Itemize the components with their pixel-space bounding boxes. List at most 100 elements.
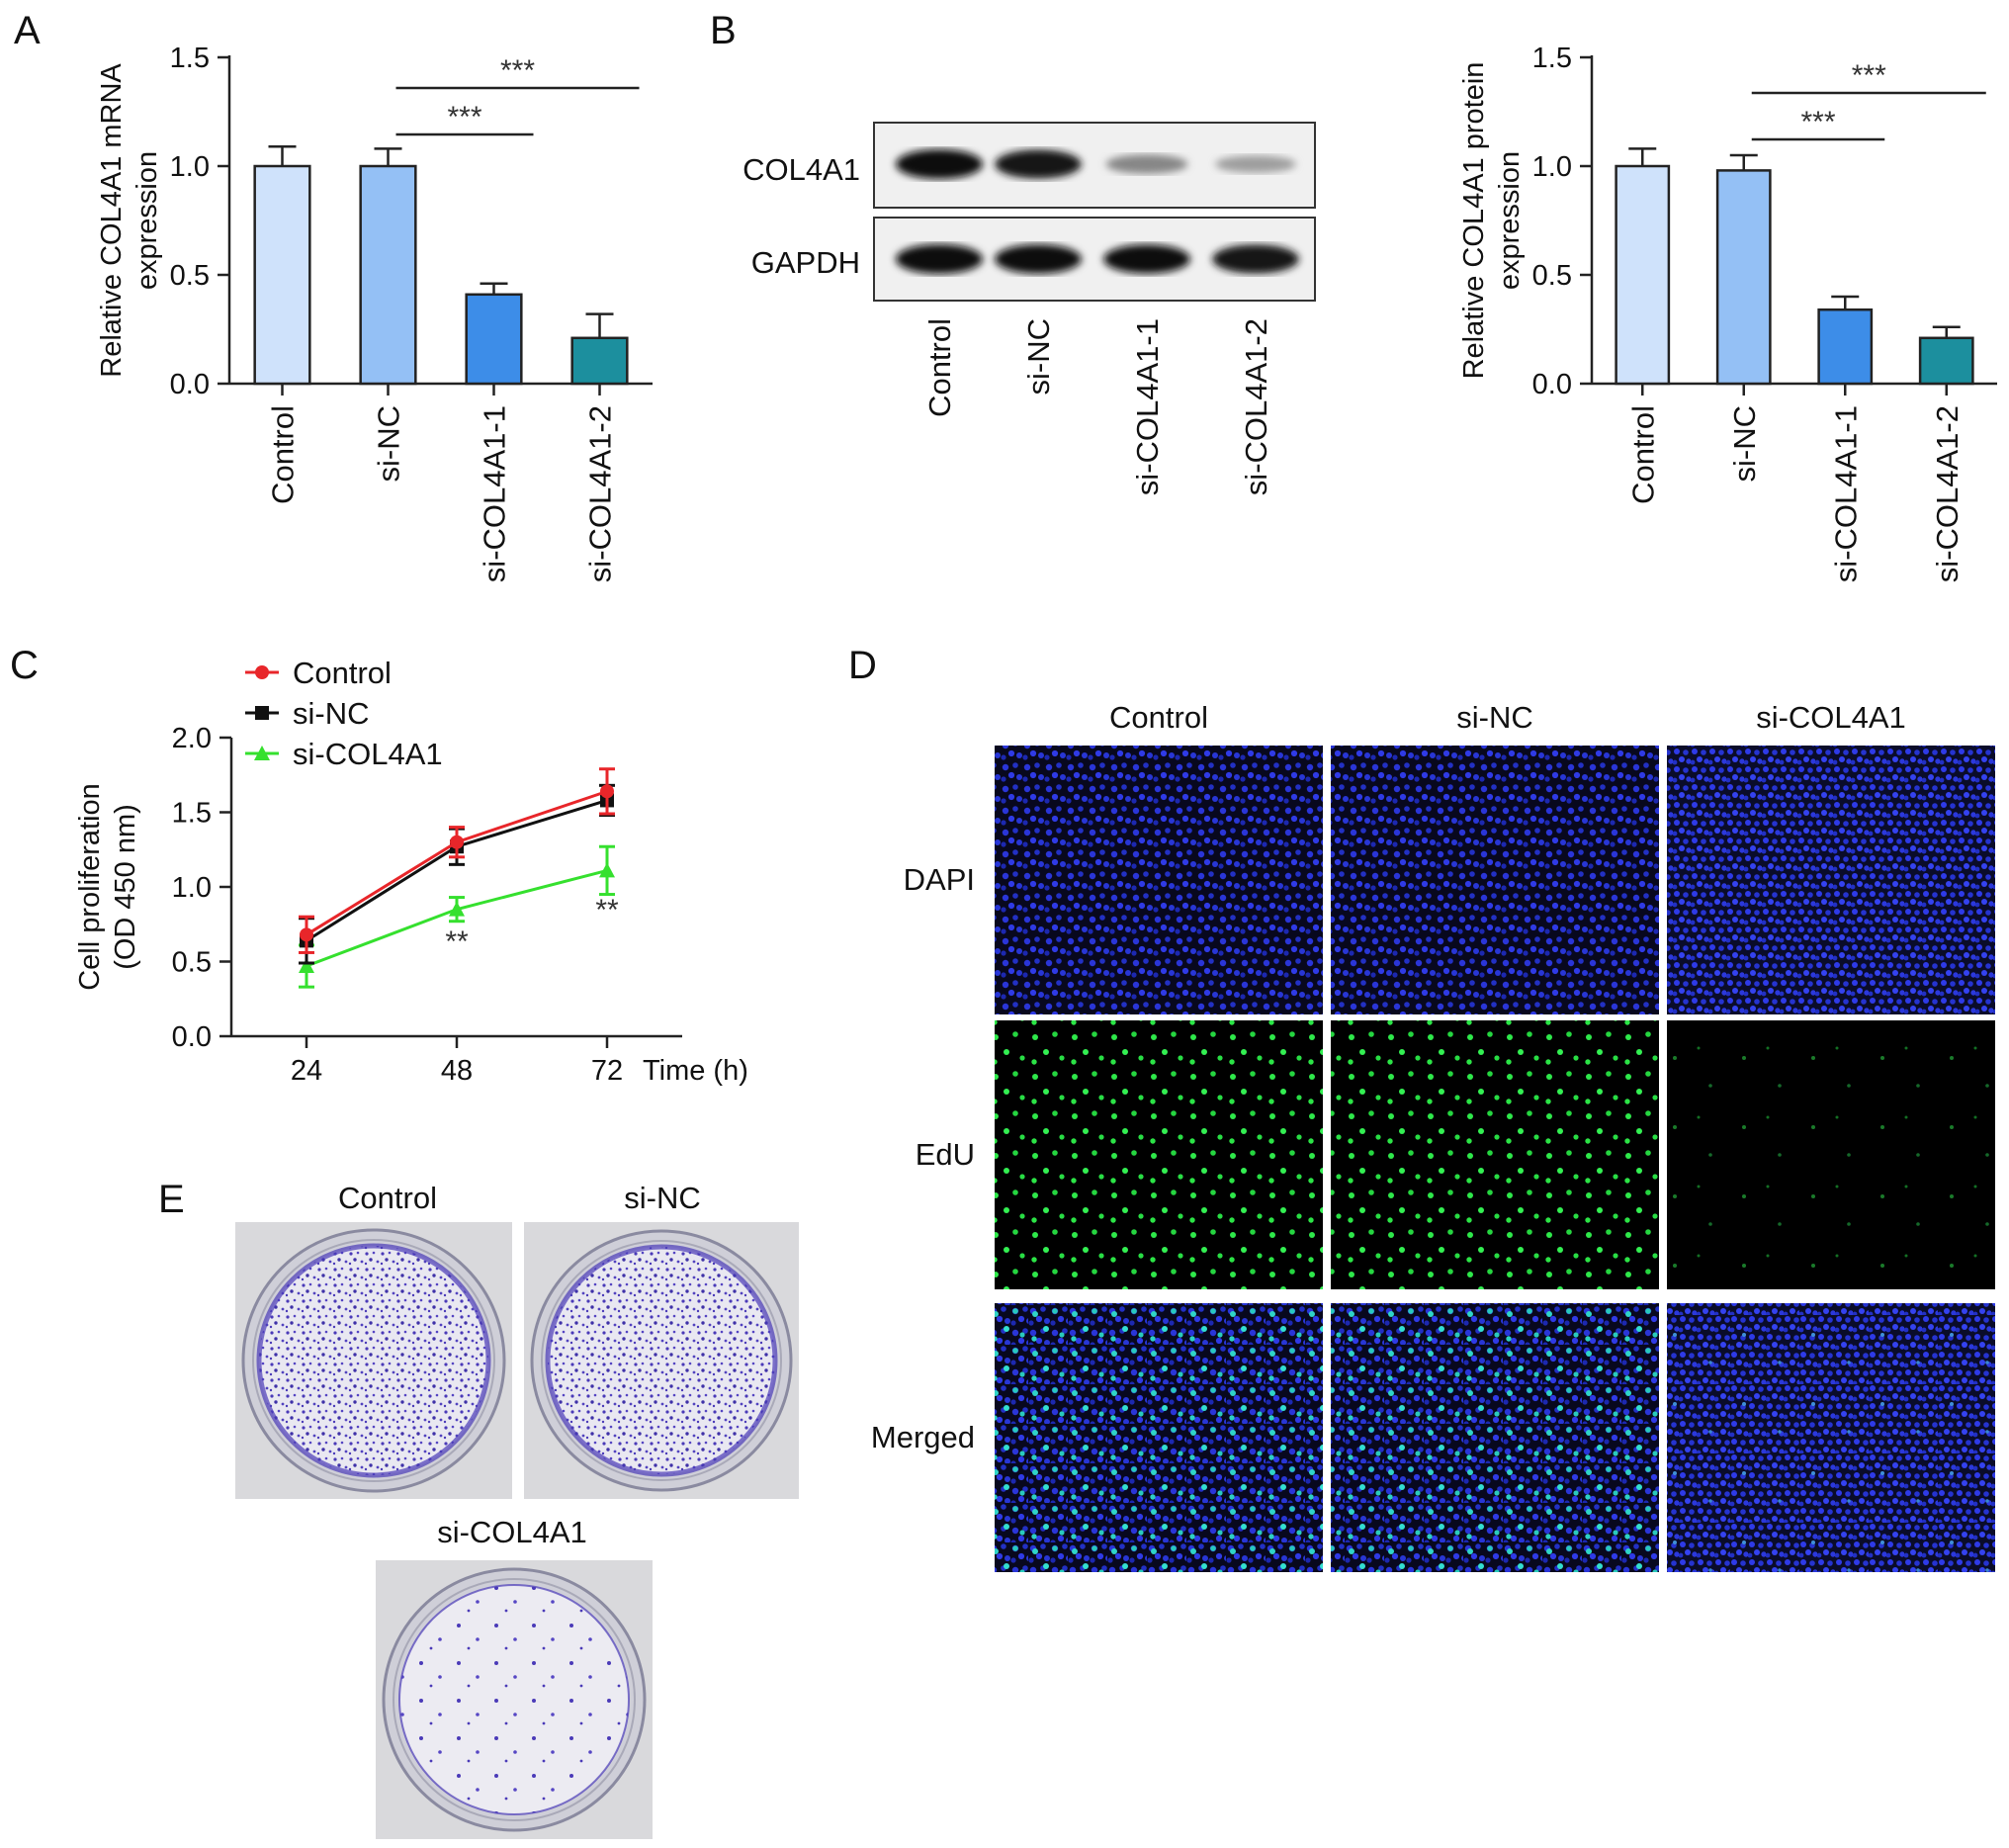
- dish-label: si-NC: [624, 1181, 701, 1215]
- protein-bar: [1615, 164, 1671, 386]
- micrograph-image: [995, 746, 1323, 1014]
- mrna-bar: [465, 293, 523, 386]
- proliferation-x-axis-label: Time (h): [643, 1055, 748, 1087]
- dish-rim-inner: [393, 1578, 636, 1821]
- protein-y-tick-label: 0.0: [1532, 369, 1572, 400]
- protein-x-tick-label: Control: [1625, 405, 1660, 504]
- blot-band: [896, 149, 983, 179]
- dish-label: si-COL4A1: [437, 1515, 587, 1549]
- proliferation-significance-stars: **: [445, 925, 469, 958]
- blot-band: [995, 149, 1082, 179]
- blot-lane-label: si-COL4A1-1: [1130, 318, 1165, 495]
- proliferation-point: [449, 901, 465, 917]
- blot-band: [995, 244, 1082, 274]
- panel-letter-b: B: [710, 9, 737, 52]
- protein-y-tick-label: 1.5: [1532, 43, 1572, 74]
- micrograph-row-label: EdU: [916, 1137, 975, 1172]
- mrna-y-tick-label: 1.0: [170, 151, 210, 183]
- protein-bar: [1817, 308, 1874, 386]
- legend-swatch-marker: [255, 706, 269, 720]
- legend-swatch-marker: [254, 746, 270, 760]
- proliferation-x-tick-label: 48: [441, 1055, 473, 1087]
- mrna-bar: [359, 164, 417, 386]
- micrograph-column-label: si-NC: [1456, 700, 1533, 735]
- proliferation-point: [299, 958, 314, 974]
- blot-band: [1212, 244, 1299, 274]
- legend-label: si-COL4A1: [293, 737, 443, 771]
- mrna-y-tick-label: 0.5: [170, 260, 210, 292]
- proliferation-y-tick-label: 2.0: [172, 723, 212, 754]
- blot-band: [1103, 244, 1190, 274]
- micrograph-image: [995, 1020, 1323, 1289]
- legend-swatch-marker: [255, 665, 269, 679]
- micrograph-image: [1331, 1303, 1659, 1572]
- proliferation-point: [300, 927, 313, 942]
- micrograph-row-label: DAPI: [904, 862, 975, 897]
- mrna-x-tick-label: Control: [266, 405, 301, 504]
- micrograph-image: [1331, 746, 1659, 1014]
- mrna-y-tick-label: 1.5: [170, 43, 210, 74]
- dish-colonies: [398, 1584, 630, 1815]
- dish-colonies: [256, 1243, 491, 1478]
- proliferation-line-chart: 0.0 0.5 1.0 1.5 2.0 24 48 72 Time (h) Cell prolif…: [74, 656, 748, 1087]
- blot-band: [896, 244, 983, 274]
- protein-significance-stars: ***: [1852, 59, 1886, 92]
- legend-label: Control: [293, 656, 392, 690]
- mrna-x-tick-label: si-COL4A1-2: [583, 405, 618, 582]
- dish-rim-inner: [252, 1239, 495, 1482]
- micrograph-image: [995, 1303, 1323, 1572]
- blot-lane-label: si-NC: [1021, 318, 1056, 396]
- mrna-bar: [253, 164, 311, 386]
- protein-bar: [1715, 169, 1772, 386]
- proliferation-y-tick-label: 1.0: [172, 872, 212, 904]
- protein-x-tick-label: si-COL4A1-2: [1930, 405, 1965, 582]
- protein-x-tick-label: si-NC: [1727, 405, 1762, 483]
- protein-significance-stars: ***: [1800, 106, 1835, 138]
- dish-colonies: [545, 1244, 778, 1477]
- protein-y-tick-label: 0.5: [1532, 260, 1572, 292]
- micrograph-column-label: Control: [1109, 700, 1208, 735]
- blot-row-label-gapdh: GAPDH: [751, 245, 860, 280]
- proliferation-x-tick-label: 24: [291, 1055, 322, 1087]
- colony-formation-dishes: Control si-NC si-COL4A1: [235, 1181, 799, 1839]
- blot-band: [1215, 155, 1296, 173]
- micrograph-image: [1331, 1020, 1659, 1289]
- western-blot: COL4A1 GAPDH Control si-NC si-COL4A1-1 si-C…: [742, 122, 1316, 495]
- dish-rim-inner: [541, 1240, 782, 1481]
- protein-y-axis-label: expression: [1494, 151, 1526, 290]
- micrograph-image: [1667, 1303, 1995, 1572]
- panel-letter-a: A: [14, 9, 41, 52]
- micrograph-image: [1667, 1020, 1995, 1289]
- mrna-y-tick-label: 0.0: [170, 369, 210, 400]
- mrna-bar-chart: 0.0 0.5 1.0 1.5 Relative COL4A1 mRNA expressi…: [96, 43, 653, 582]
- mrna-significance-stars: ***: [500, 54, 535, 87]
- mrna-y-axis-label: Relative COL4A1 mRNA: [96, 63, 128, 378]
- proliferation-point: [450, 835, 464, 849]
- proliferation-point: [600, 784, 614, 799]
- micrograph-column-label: si-COL4A1: [1756, 700, 1906, 735]
- proliferation-significance-stars: **: [595, 894, 619, 926]
- proliferation-y-tick-label: 1.5: [172, 798, 212, 830]
- panel-letter-d: D: [848, 644, 877, 687]
- micrograph-image: [1667, 746, 1995, 1014]
- proliferation-point: [599, 862, 615, 878]
- proliferation-x-tick-label: 72: [591, 1055, 623, 1087]
- protein-bar: [1918, 336, 1974, 386]
- micrograph-row-label: Merged: [871, 1420, 975, 1454]
- legend-label: si-NC: [293, 696, 370, 731]
- mrna-y-axis-label: expression: [131, 151, 163, 290]
- protein-x-tick-label: si-COL4A1-1: [1828, 405, 1863, 582]
- protein-y-axis-label: Relative COL4A1 protein: [1458, 62, 1490, 380]
- proliferation-y-axis-label: Cell proliferation: [74, 783, 106, 991]
- edu-micrograph-grid: Control si-NC si-COL4A1 DAPI EdU Merged: [871, 700, 1995, 1572]
- proliferation-y-tick-label: 0.5: [172, 947, 212, 979]
- mrna-significance-stars: ***: [447, 101, 481, 133]
- blot-lane-label: si-COL4A1-2: [1239, 318, 1273, 495]
- panel-letter-c: C: [10, 644, 39, 687]
- mrna-x-tick-label: si-COL4A1-1: [478, 405, 512, 582]
- dish-label: Control: [338, 1181, 437, 1215]
- proliferation-y-axis-label: (OD 450 nm): [110, 804, 141, 970]
- protein-y-tick-label: 1.0: [1532, 151, 1572, 183]
- protein-bar-chart: 0.0 0.5 1.0 1.5 Relative COL4A1 protein expre…: [1458, 43, 1997, 582]
